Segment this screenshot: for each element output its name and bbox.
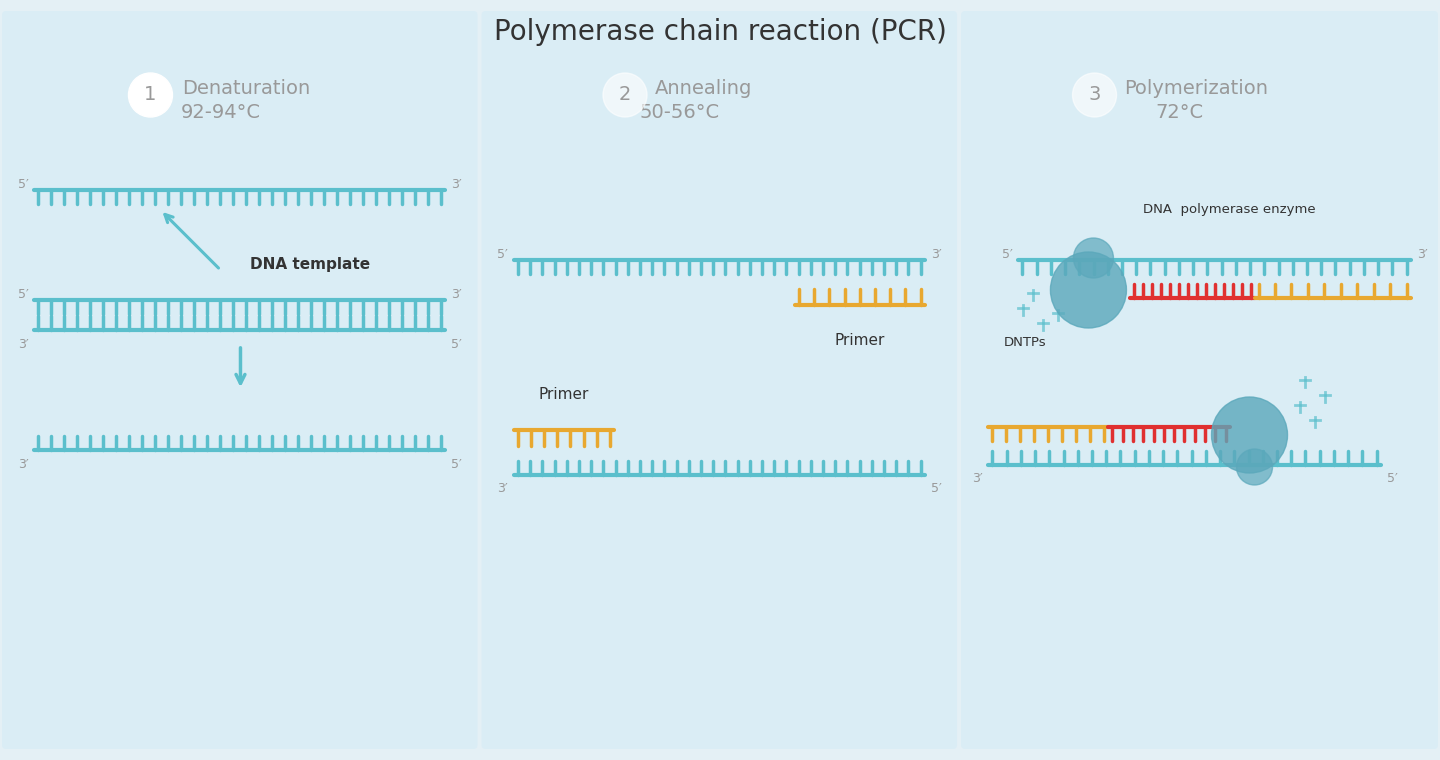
Text: 3′: 3′ xyxy=(930,248,942,261)
Text: Annealing: Annealing xyxy=(655,78,752,97)
Text: 5′: 5′ xyxy=(17,287,29,300)
Circle shape xyxy=(1073,238,1113,278)
Text: Denaturation: Denaturation xyxy=(183,78,311,97)
Text: 5′: 5′ xyxy=(17,178,29,191)
FancyBboxPatch shape xyxy=(1,11,478,749)
Circle shape xyxy=(1211,397,1287,473)
Text: DNA template: DNA template xyxy=(251,258,370,273)
Text: 3′: 3′ xyxy=(17,337,29,350)
Text: Primer: Primer xyxy=(835,333,886,348)
Circle shape xyxy=(603,73,647,117)
Text: 3′: 3′ xyxy=(1417,248,1427,261)
Text: 5′: 5′ xyxy=(497,248,508,261)
Circle shape xyxy=(1073,73,1116,117)
Text: Primer: Primer xyxy=(539,387,589,402)
Text: 5′: 5′ xyxy=(1387,473,1397,486)
Text: 2: 2 xyxy=(619,86,631,105)
Circle shape xyxy=(1050,252,1126,328)
Text: 5′: 5′ xyxy=(1002,248,1012,261)
FancyBboxPatch shape xyxy=(481,11,958,749)
Text: 3: 3 xyxy=(1089,86,1100,105)
Text: Polymerase chain reaction (PCR): Polymerase chain reaction (PCR) xyxy=(494,18,946,46)
Text: 3′: 3′ xyxy=(497,483,508,496)
Text: 92-94°C: 92-94°C xyxy=(180,103,261,122)
Text: 5′: 5′ xyxy=(451,337,462,350)
Text: 50-56°C: 50-56°C xyxy=(639,103,720,122)
Text: 3′: 3′ xyxy=(17,458,29,470)
Text: DNTPs: DNTPs xyxy=(1004,337,1045,350)
Text: DNA  polymerase enzyme: DNA polymerase enzyme xyxy=(1143,204,1316,217)
Text: 3′: 3′ xyxy=(451,178,462,191)
FancyBboxPatch shape xyxy=(960,11,1439,749)
Text: 5′: 5′ xyxy=(451,458,462,470)
Text: 1: 1 xyxy=(144,86,157,105)
Text: Polymerization: Polymerization xyxy=(1125,78,1269,97)
Circle shape xyxy=(128,73,173,117)
Circle shape xyxy=(1237,449,1273,485)
Text: 72°C: 72°C xyxy=(1155,103,1204,122)
Text: 5′: 5′ xyxy=(930,483,942,496)
Text: 3′: 3′ xyxy=(451,287,462,300)
Text: 3′: 3′ xyxy=(972,473,982,486)
